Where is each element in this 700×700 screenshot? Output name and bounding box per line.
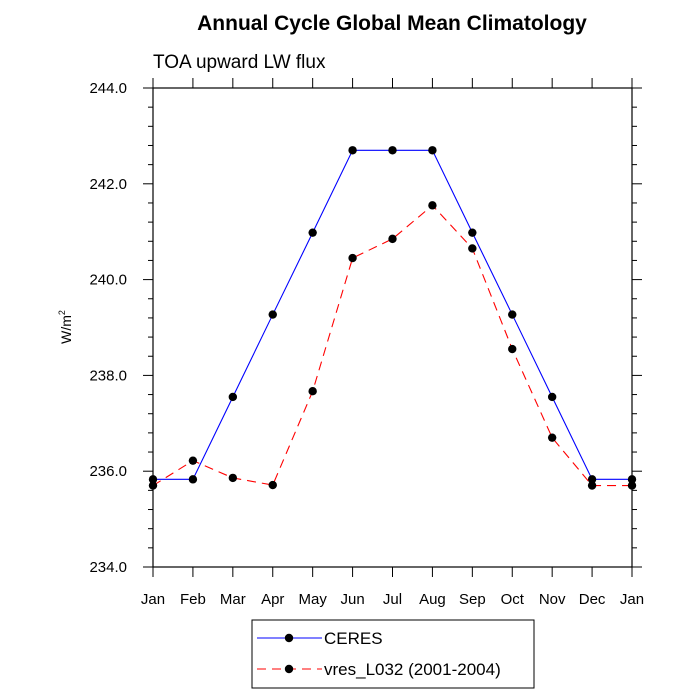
series-0-point <box>148 475 158 484</box>
chart-title: Annual Cycle Global Mean Climatology <box>197 12 587 35</box>
series-1-point <box>587 481 597 490</box>
y-axis-label: W/m2 <box>57 310 74 344</box>
series-1-point <box>468 244 477 253</box>
y-tick-label: 238.0 <box>89 367 127 384</box>
series-0-point <box>308 228 317 237</box>
x-tick-label: Apr <box>261 591 284 608</box>
x-tick-label: Jul <box>383 591 402 608</box>
y-axis-label-text: W/m <box>58 315 74 344</box>
series-1-point <box>348 253 357 263</box>
legend-label-0: CERES <box>324 629 383 648</box>
series-1-point <box>148 481 158 490</box>
legend-label-1: vres_L032 (2001-2004) <box>324 660 501 679</box>
series-0-point <box>627 475 637 484</box>
series-1-point <box>428 201 437 210</box>
series-1-point <box>188 456 198 465</box>
series-0-point <box>587 475 597 484</box>
x-tick-label: Dec <box>579 591 606 608</box>
series-0-point <box>188 475 198 484</box>
legend-marker-1 <box>284 664 294 674</box>
x-tick-label: Jan <box>620 591 644 608</box>
x-tick-label: Aug <box>419 591 446 608</box>
y-tick-label: 240.0 <box>89 272 127 289</box>
series-0-point <box>508 310 517 319</box>
series-line-0 <box>153 149 632 480</box>
series-1-point <box>547 433 557 442</box>
x-tick-label: Jun <box>340 591 364 608</box>
series-0-point <box>468 228 477 237</box>
legend-marker-0 <box>284 633 294 643</box>
series-0-point <box>268 310 277 319</box>
y-tick-label: 236.0 <box>89 463 127 480</box>
x-tick-label: Oct <box>501 591 525 608</box>
x-tick-label: Mar <box>220 591 246 608</box>
x-tick-label: Sep <box>459 591 486 608</box>
x-tick-label: Feb <box>180 591 206 608</box>
series-0-point <box>388 146 397 155</box>
series-line-1 <box>152 204 632 487</box>
series-0-point <box>228 392 238 402</box>
series-1-point <box>268 480 277 490</box>
series-1-point <box>388 234 397 244</box>
x-tick-label: May <box>298 591 327 608</box>
x-tick-label: Jan <box>141 591 165 608</box>
series-1-point <box>308 387 317 396</box>
series-0-point <box>547 392 557 402</box>
series-1-point <box>508 344 517 354</box>
plot-area: 234.0 236.0 238.0 240.0 242.0 244.0 Jan Feb Mar A… <box>89 78 644 608</box>
y-axis-label-superscript: 2 <box>57 310 67 315</box>
y-tick-label: 244.0 <box>89 80 127 97</box>
chart-subtitle: TOA upward LW flux <box>153 52 326 73</box>
x-tick-label: Nov <box>539 591 566 608</box>
series-0-point <box>428 146 437 155</box>
y-tick-label: 242.0 <box>89 176 127 193</box>
legend-box <box>251 619 535 689</box>
series-0-point <box>348 146 357 155</box>
plot-frame <box>152 87 633 568</box>
series-1-point <box>627 481 637 490</box>
y-tick-label: 234.0 <box>89 559 127 576</box>
legend: CERES vres_L032 (2001-2004) <box>251 619 535 689</box>
series-1-point <box>228 473 238 483</box>
